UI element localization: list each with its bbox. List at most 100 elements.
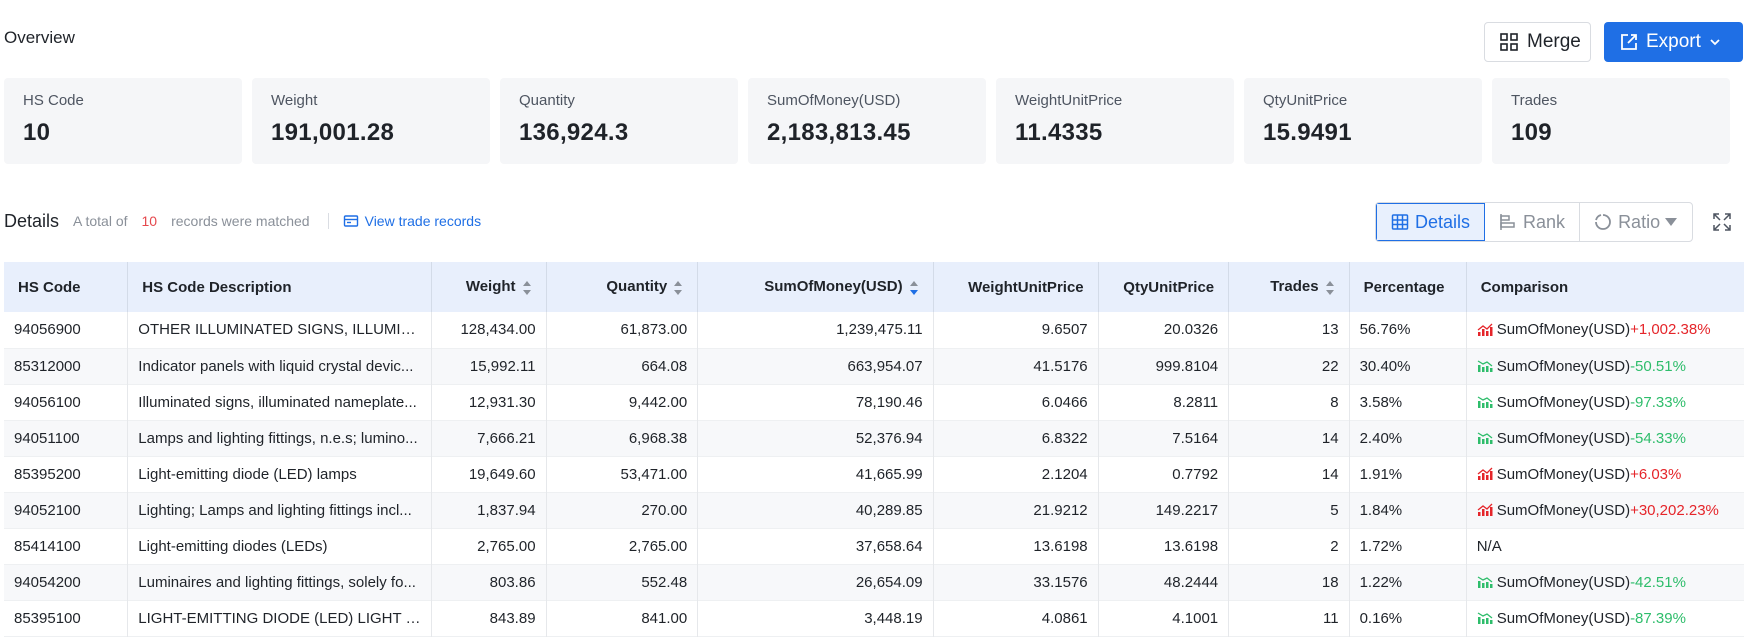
cell-sum: 78,190.46: [697, 384, 934, 420]
table-row[interactable]: 94054200 Luminaires and lighting fittings…: [4, 564, 1744, 600]
trend-down-icon: [1477, 432, 1493, 444]
table-row[interactable]: 85395200 Light-emitting diode (LED) lamps…: [4, 456, 1744, 492]
merge-icon: [1500, 33, 1518, 51]
view-mode-switcher: Details Rank Ratio: [1375, 202, 1694, 242]
card-label: WeightUnitPrice: [1015, 92, 1123, 109]
table-row[interactable]: 94052100 Lighting; Lamps and lighting fit…: [4, 492, 1744, 528]
column-header-trades-label: Trades: [1270, 278, 1319, 296]
view-mode-rank[interactable]: Rank: [1485, 203, 1581, 241]
column-header-hs-code: HS Code: [4, 262, 129, 312]
caret-down-icon: [1665, 218, 1678, 226]
cell-trades: 22: [1228, 348, 1350, 384]
comparison-metric: SumOfMoney(USD): [1496, 357, 1631, 375]
cell-comparison: SumOfMoney(USD) -87.39%: [1466, 600, 1744, 636]
cell-percentage: 1.72%: [1349, 528, 1467, 564]
total-count: 10: [141, 213, 158, 229]
view-trade-records-link[interactable]: View trade records: [343, 213, 481, 229]
trend-down-icon: [1477, 396, 1493, 408]
cell-description: Light-emitting diode (LED) lamps: [127, 456, 432, 492]
cell-percentage: 1.22%: [1349, 564, 1467, 600]
cell-hs-code[interactable]: 94056900: [4, 312, 129, 348]
column-header-quantity[interactable]: Quantity: [546, 262, 699, 312]
cell-weight: 7,666.21: [431, 420, 547, 456]
cell-hs-code[interactable]: 85312000: [4, 348, 129, 384]
fullscreen-button[interactable]: [1712, 212, 1732, 235]
trend-down-icon: [1477, 576, 1493, 588]
cell-percentage: 0.16%: [1349, 600, 1467, 636]
comparison-na: N/A: [1476, 537, 1502, 555]
cell-description: LIGHT-EMITTING DIODE (LED) LIGHT SO...: [127, 600, 432, 636]
table-row[interactable]: 85395100 LIGHT-EMITTING DIODE (LED) LIGHT…: [4, 600, 1744, 636]
summary-card: HS Code 10: [4, 78, 242, 164]
table-row[interactable]: 85312000 Indicator panels with liquid cry…: [4, 348, 1744, 384]
cell-percentage: 30.40%: [1349, 348, 1467, 384]
export-button[interactable]: Export: [1604, 22, 1743, 62]
cell-quantity: 270.00: [546, 492, 699, 528]
view-mode-details[interactable]: Details: [1376, 203, 1486, 241]
column-header-sum-label: SumOfMoney(USD): [764, 278, 903, 296]
comparison-change: +6.03%: [1630, 465, 1682, 483]
cell-trades: 11: [1228, 600, 1350, 636]
summary-card: WeightUnitPrice 11.4335: [996, 78, 1234, 164]
cell-hs-code[interactable]: 94051100: [4, 420, 129, 456]
card-label: Quantity: [519, 92, 575, 109]
column-header-sum[interactable]: SumOfMoney(USD): [697, 262, 934, 312]
cell-hs-code[interactable]: 94054200: [4, 564, 129, 600]
summary-card: Quantity 136,924.3: [500, 78, 738, 164]
column-header-comparison: Comparison: [1466, 262, 1744, 312]
view-mode-ratio[interactable]: Ratio: [1580, 203, 1692, 241]
cell-hs-code[interactable]: 85395100: [4, 600, 129, 636]
comparison-change: -87.39%: [1630, 609, 1686, 627]
records-icon: [343, 215, 358, 227]
merge-button[interactable]: Merge: [1484, 22, 1591, 62]
comparison-metric: SumOfMoney(USD): [1496, 321, 1631, 339]
ratio-icon: [1595, 214, 1611, 230]
card-value: 136,924.3: [519, 119, 629, 146]
cell-description: Lamps and lighting fittings, n.e.s; lumi…: [127, 420, 432, 456]
cell-hs-code[interactable]: 94052100: [4, 492, 129, 528]
cell-weight-unit-price: 13.6198: [933, 528, 1099, 564]
cell-quantity: 664.08: [546, 348, 699, 384]
cell-percentage: 1.84%: [1349, 492, 1467, 528]
column-header-qty-unit-price: QtyUnitPrice: [1098, 262, 1230, 312]
view-mode-ratio-label: Ratio: [1618, 211, 1661, 232]
table-row[interactable]: 94056100 Illuminated signs, illuminated n…: [4, 384, 1744, 420]
card-value: 2,183,813.45: [767, 119, 911, 146]
merge-label: Merge: [1527, 31, 1581, 52]
sort-icon: [1325, 280, 1334, 295]
cell-qty-unit-price: 0.7792: [1098, 456, 1230, 492]
cell-weight-unit-price: 9.6507: [933, 312, 1099, 348]
card-label: HS Code: [23, 92, 84, 109]
cell-sum: 26,654.09: [697, 564, 934, 600]
cell-sum: 52,376.94: [697, 420, 934, 456]
cell-hs-code[interactable]: 85414100: [4, 528, 129, 564]
cell-qty-unit-price: 13.6198: [1098, 528, 1230, 564]
card-value: 109: [1511, 119, 1552, 146]
total-suffix: records were matched: [171, 213, 310, 229]
cell-qty-unit-price: 8.2811: [1098, 384, 1230, 420]
cell-weight-unit-price: 2.1204: [933, 456, 1099, 492]
column-header-weight[interactable]: Weight: [431, 262, 547, 312]
trend-up-icon: [1477, 503, 1493, 516]
cell-sum: 41,665.99: [697, 456, 934, 492]
table-header-row: HS Code HS Code Description Weight Quant…: [4, 262, 1744, 312]
cell-hs-code[interactable]: 85395200: [4, 456, 129, 492]
comparison-metric: SumOfMoney(USD): [1496, 465, 1631, 483]
cell-weight-unit-price: 21.9212: [933, 492, 1099, 528]
chevron-down-icon: [1710, 39, 1720, 46]
card-label: SumOfMoney(USD): [767, 92, 901, 109]
cell-trades: 2: [1228, 528, 1350, 564]
trend-up-icon: [1477, 323, 1493, 336]
cell-percentage: 56.76%: [1349, 312, 1467, 348]
cell-quantity: 841.00: [546, 600, 699, 636]
cell-trades: 18: [1228, 564, 1350, 600]
summary-card: Weight 191,001.28: [252, 78, 490, 164]
cell-sum: 663,954.07: [697, 348, 934, 384]
table-row[interactable]: 94051100 Lamps and lighting fittings, n.e…: [4, 420, 1744, 456]
cell-hs-code[interactable]: 94056100: [4, 384, 129, 420]
column-header-trades[interactable]: Trades: [1228, 262, 1350, 312]
table-row[interactable]: 85414100 Light-emitting diodes (LEDs) 2,76…: [4, 528, 1744, 564]
card-label: Weight: [271, 92, 318, 109]
column-header-weight-label: Weight: [465, 278, 516, 296]
table-row[interactable]: 94056900 OTHER ILLUMINATED SIGNS, ILLUMIN…: [4, 312, 1744, 348]
